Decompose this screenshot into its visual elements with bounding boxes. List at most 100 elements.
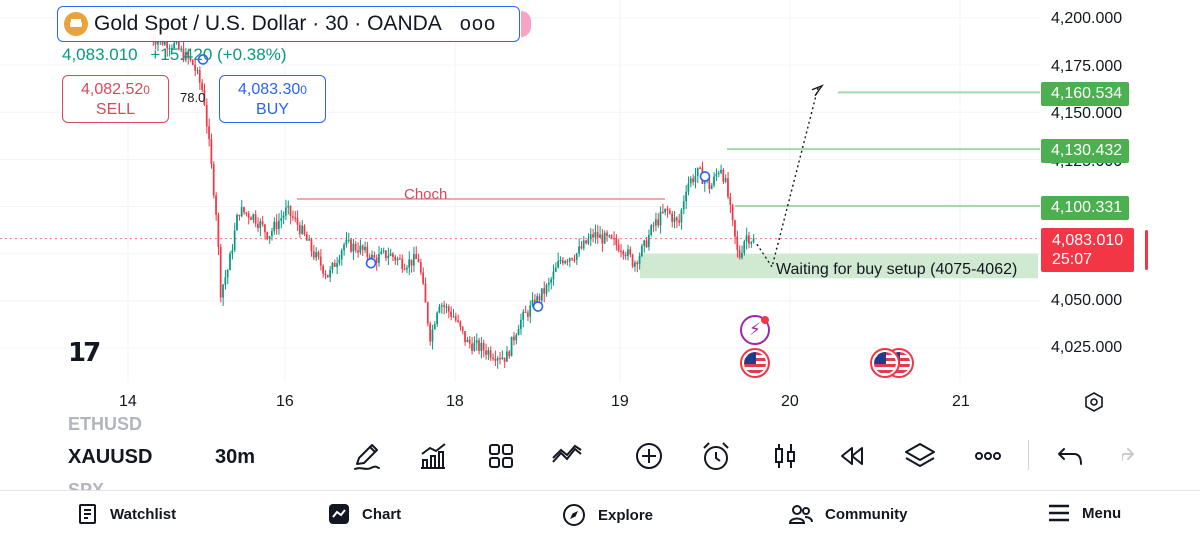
candle-body [210,139,213,164]
candle-body [347,239,350,241]
candle-body [634,262,636,267]
candle-body [582,240,585,249]
price-scale-handle[interactable] [1145,230,1148,270]
candle-body [380,251,383,254]
candle-body [745,235,748,242]
nav-menu[interactable]: Menu [1048,503,1121,523]
buy-button[interactable]: 4,083.300 BUY [219,75,326,123]
legend-more-button[interactable]: ooo [459,12,497,35]
candle-body [715,174,718,177]
nav-community[interactable]: Community [789,503,908,525]
candle-body [557,260,559,268]
candle-body [517,328,520,336]
candle-body [529,305,532,317]
nav-explore[interactable]: Explore [562,503,653,527]
candle-body [163,40,166,45]
level-tag: 4,100.331 [1041,196,1129,220]
layers-icon[interactable] [902,438,938,474]
drawing-pen-icon[interactable] [349,438,385,474]
candle-body [752,238,755,243]
candle-body [340,250,343,260]
candle-body [606,232,608,237]
watchlist-icon [79,504,96,524]
candle-body [678,220,680,223]
candle-body [620,250,622,253]
chart-icon [329,504,349,524]
candle-body [559,260,562,262]
candle-body [643,240,646,246]
choch-label[interactable]: Choch [404,186,448,203]
layouts-icon[interactable] [483,438,519,474]
interval-selector[interactable]: 30m [215,446,256,468]
candle-body [519,319,522,329]
candle-body [385,250,387,259]
candle-body [475,340,478,343]
lightning-event-icon[interactable]: ⚡ [740,315,770,345]
add-icon[interactable] [631,438,667,474]
symbol-selector[interactable]: XAUUSD [68,446,153,468]
candle-body [587,238,590,244]
candle-body [240,207,243,217]
candles-icon[interactable] [767,438,803,474]
candle-body [489,350,492,358]
candle-body [589,234,592,239]
chart-settings-icon[interactable] [1083,391,1105,413]
time-axis-label: 14 [119,393,137,410]
candle-body [394,256,397,261]
chart-toolbar [0,424,1200,488]
candle-body [173,42,176,48]
redo-icon[interactable] [1122,438,1142,474]
replay-icon[interactable] [834,438,870,474]
candle-body [229,253,231,271]
candle-body [208,126,210,140]
current-price: 4,083.010 [1052,232,1124,249]
candle-body [238,214,241,217]
alarm-icon[interactable] [698,438,734,474]
nav-chart[interactable]: Chart [328,503,401,525]
candle-body [170,47,173,50]
candle-body [594,232,597,238]
more-icon[interactable] [970,438,1006,474]
candle-body [540,288,543,301]
candle-body [375,257,378,263]
candle-body [741,252,743,258]
nav-watchlist[interactable]: Watchlist [78,503,176,525]
undo-icon[interactable] [1052,438,1088,474]
compare-icon[interactable] [549,438,585,474]
candle-body [580,246,583,249]
candle-body [329,269,331,278]
candle-body [473,342,476,351]
price-chart[interactable] [0,0,1200,420]
candle-body [387,255,390,259]
candle-body [461,326,464,332]
candle-body [592,234,594,238]
sell-button[interactable]: 4,082.520 SELL [62,75,169,123]
candle-body [222,284,224,298]
candle-body [694,176,697,183]
trade-marker [197,54,209,65]
current-price-tag: 4,083.010 25:07 [1041,228,1134,272]
legend-title: Gold Spot / U.S. Dollar · 30 · OANDA [94,12,442,35]
toolbar-divider [1028,440,1029,470]
candle-body [631,254,634,267]
chart-area[interactable]: Gold Spot / U.S. Dollar · 30 · OANDA ooo… [0,0,1200,420]
candle-body [727,178,729,197]
candle-body [271,231,273,237]
indicators-icon[interactable] [415,438,451,474]
candle-body [301,225,303,234]
symbol-legend[interactable]: Gold Spot / U.S. Dollar · 30 · OANDA ooo [57,6,531,42]
us-flag-icon[interactable] [740,348,770,378]
candle-body [438,306,441,313]
waiting-annotation[interactable]: Waiting for buy setup (4075-4062) [776,261,1018,278]
candle-body [452,316,455,318]
candle-body [378,253,380,263]
symbol-prev[interactable]: ETHUSD [68,414,143,434]
candle-body [433,324,436,330]
us-flag-icon[interactable] [870,348,900,378]
candle-body [596,232,599,238]
candle-body [419,261,422,273]
symbol-next[interactable]: SPX [68,480,105,490]
candle-body [731,204,734,221]
candle-body [405,267,408,270]
candle-body [196,70,199,72]
